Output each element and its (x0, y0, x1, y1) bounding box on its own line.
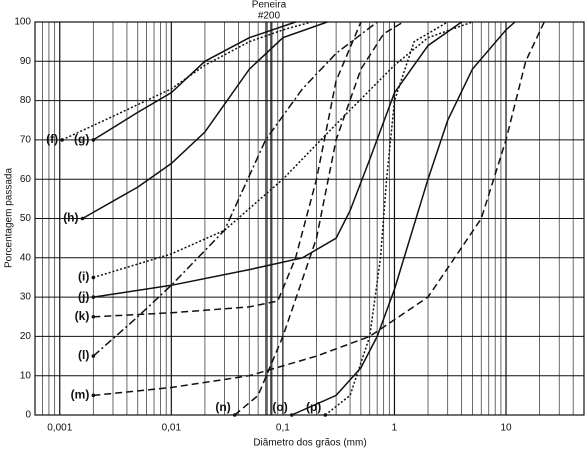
series-label: (h) (63, 211, 78, 225)
series-line (291, 21, 516, 416)
annotation: Peneira (252, 0, 287, 11)
series-start (91, 275, 96, 280)
x-tick-label: 0,1 (276, 423, 290, 434)
y-tick-label: 50 (20, 213, 32, 224)
series-start (60, 138, 64, 142)
series-label: (n) (215, 400, 230, 414)
annotation: #200 (258, 11, 281, 22)
series-label: (m) (71, 388, 90, 402)
series-line (82, 21, 328, 220)
y-tick-label: 90 (20, 56, 32, 67)
series-label: (i) (78, 270, 89, 284)
x-tick-label: 1 (392, 423, 398, 434)
series-label: (k) (75, 309, 90, 323)
series-label: (f) (46, 132, 58, 146)
x-axis-label: Diâmetro dos grãos (mm) (253, 438, 366, 449)
x-tick-label: 10 (500, 423, 512, 434)
y-tick-label: 30 (20, 292, 32, 303)
series-start (289, 413, 294, 417)
y-tick-label: 60 (20, 174, 32, 185)
series-start (232, 413, 237, 417)
series-label: (l) (78, 348, 89, 362)
series-label: (g) (74, 132, 89, 146)
series-line (93, 21, 473, 279)
series-line (92, 21, 296, 141)
series-start (91, 354, 96, 358)
series-line (61, 21, 312, 141)
series-start (323, 413, 328, 417)
y-tick-label: 70 (20, 135, 32, 146)
series-start (91, 393, 96, 398)
y-axis-label: Porcentagem passada (4, 168, 15, 269)
y-tick-label: 100 (14, 17, 31, 28)
series-label: (j) (78, 289, 89, 303)
y-tick-label: 0 (25, 410, 31, 421)
y-tick-label: 10 (20, 370, 32, 381)
series-line (324, 21, 449, 416)
series-start (80, 216, 85, 221)
x-tick-label: 0,001 (47, 423, 72, 434)
series-start (91, 314, 96, 319)
series-line (93, 21, 545, 397)
series-line (93, 21, 362, 318)
series-start (91, 138, 96, 142)
y-tick-label: 80 (20, 95, 32, 106)
series-label: (p) (306, 400, 321, 414)
x-tick-label: 0,01 (162, 423, 182, 434)
y-tick-label: 40 (20, 252, 32, 263)
series-label: (o) (272, 400, 287, 414)
plot-frame (34, 21, 585, 416)
series-line (234, 21, 404, 416)
y-tick-label: 20 (20, 331, 32, 342)
series-line (92, 21, 378, 357)
series-line (93, 21, 463, 298)
series-start (91, 295, 96, 299)
